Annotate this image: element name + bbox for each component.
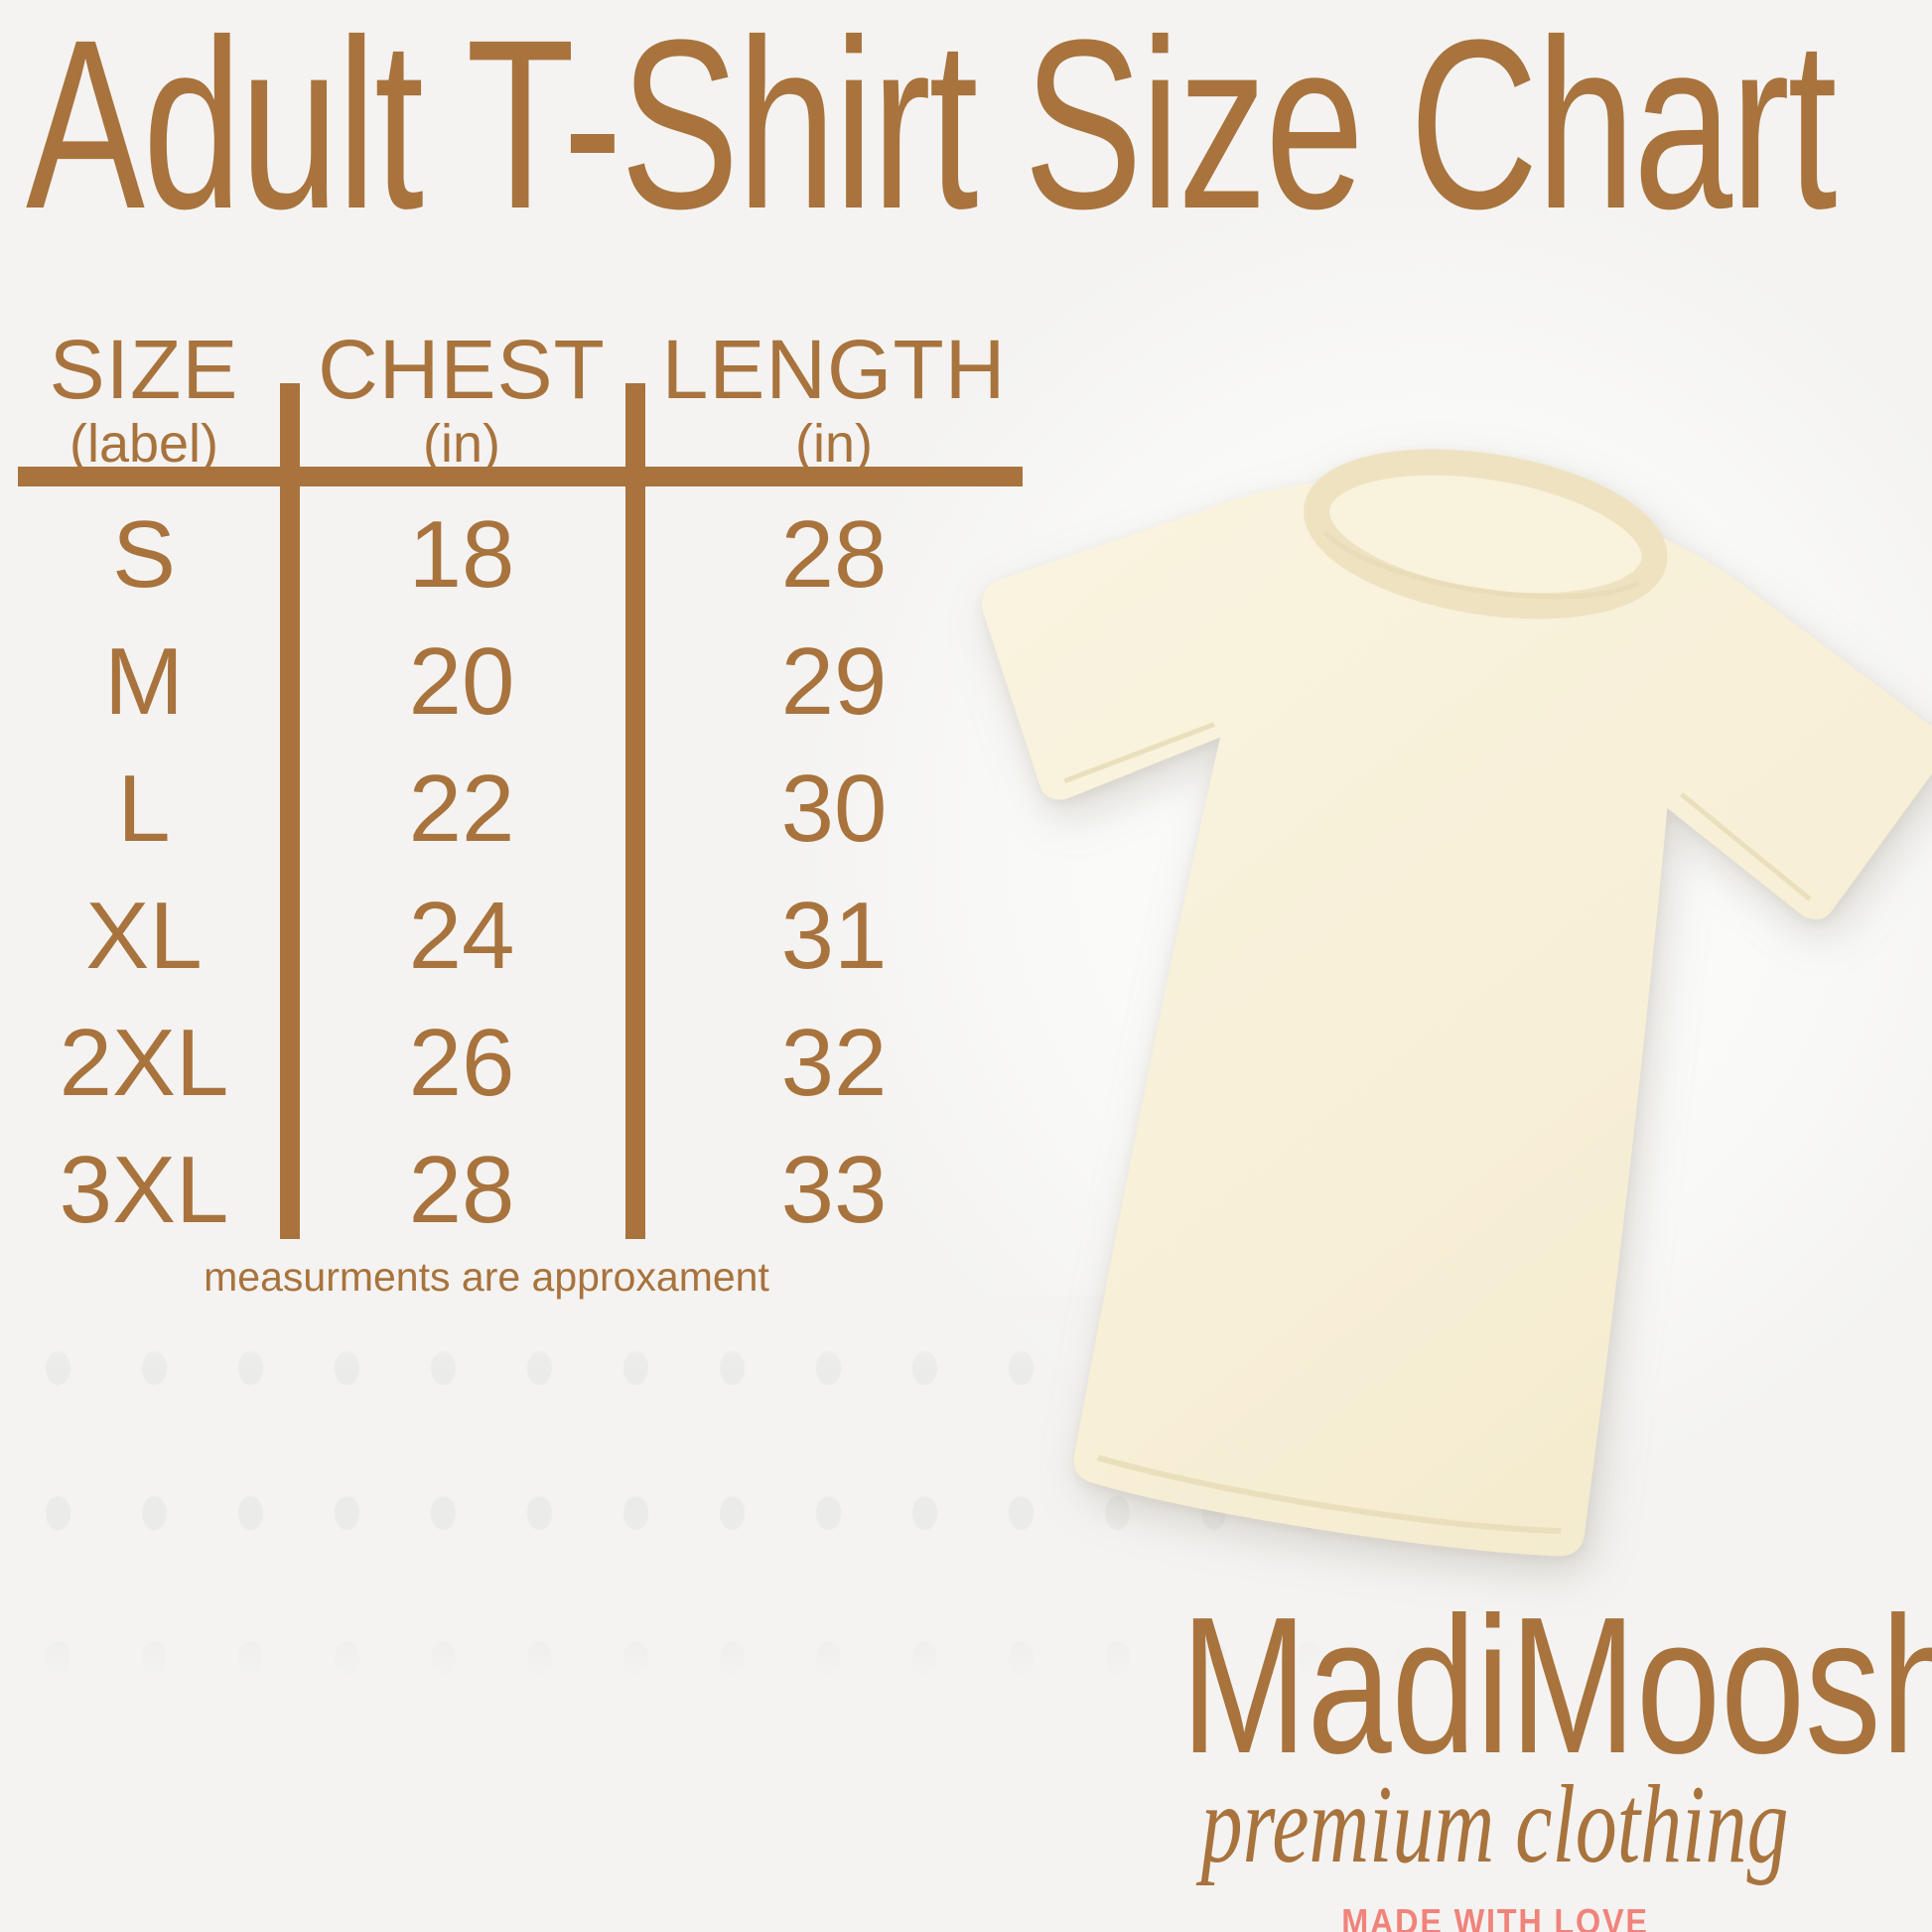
column-header-chest-sub: (in): [423, 414, 500, 474]
column-header-chest: CHEST (in): [298, 328, 625, 471]
row-m-size: M: [104, 628, 184, 735]
row-3xl-size: 3XL: [59, 1137, 229, 1243]
brand-block: MadiMoosh premium clothing MADE WITH LOV…: [1092, 1577, 1932, 1932]
row-m-chest: 20: [408, 628, 515, 735]
row-2xl-chest: 26: [408, 1010, 515, 1116]
tshirt-sleeve-seam-left: [1063, 722, 1215, 784]
column-header-length: LENGTH (in): [645, 328, 1023, 471]
row-2xl-length: 32: [780, 1010, 888, 1116]
measurement-note: measurments are approxament: [204, 1254, 769, 1300]
column-header-length-sub: (in): [795, 414, 873, 474]
brand-tagline-wrap: premium clothing: [1092, 1769, 1898, 1880]
row-xl-chest: 24: [408, 883, 515, 989]
row-l-size: L: [117, 756, 171, 862]
row-2xl-size: 2XL: [59, 1010, 229, 1116]
row-3xl-length: 33: [780, 1137, 888, 1243]
column-header-chest-label: CHEST: [318, 323, 606, 416]
row-xl-size: XL: [85, 883, 203, 989]
table-header-rule: [18, 467, 1023, 486]
brand-slogan-wrap: MADE WITH LOVE: [1092, 1904, 1898, 1932]
tshirt-collar-seam: [1322, 530, 1640, 600]
table-divider-1: [280, 383, 300, 1239]
row-xl-length: 31: [780, 883, 888, 989]
row-s-length: 28: [780, 501, 888, 608]
page-title: Adult T-Shirt Size Chart: [26, 0, 1838, 259]
row-l-chest: 22: [408, 756, 515, 862]
tshirt-photo: [981, 449, 1932, 1557]
tshirt-sleeve-seam-right: [1680, 792, 1812, 901]
row-3xl-chest: 28: [408, 1137, 515, 1243]
row-m-length: 29: [780, 628, 888, 735]
column-header-size-label: SIZE: [49, 323, 239, 416]
tshirt-body: [981, 480, 1932, 1557]
column-header-size-sub: (label): [69, 414, 219, 474]
brand-tagline: premium clothing: [1201, 1763, 1789, 1886]
brand-slogan: MADE WITH LOVE: [1341, 1901, 1649, 1932]
row-s-chest: 18: [408, 501, 515, 608]
row-l-length: 30: [780, 756, 888, 862]
tshirt-hem-seam: [1097, 1454, 1562, 1535]
column-header-length-label: LENGTH: [661, 323, 1007, 416]
column-header-size: SIZE (label): [20, 328, 268, 471]
row-s-size: S: [111, 501, 177, 608]
table-divider-2: [625, 383, 645, 1239]
brand-name: MadiMoosh: [1180, 1577, 1932, 1794]
